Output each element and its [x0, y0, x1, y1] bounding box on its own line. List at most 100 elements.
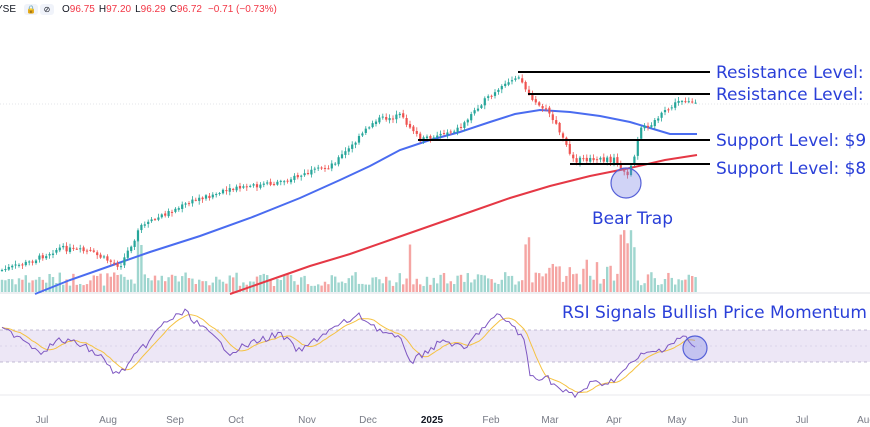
candle-body: [89, 249, 92, 251]
candle-body: [371, 123, 374, 128]
volume-bar: [136, 240, 140, 292]
rsi-circle: [682, 335, 708, 361]
candle-body: [34, 260, 38, 264]
candle-body: [595, 159, 599, 161]
volume-bar: [68, 285, 72, 292]
candle-body: [140, 224, 143, 231]
volume-bar: [364, 284, 367, 292]
volume-bar: [551, 263, 554, 292]
candle-body: [582, 158, 585, 160]
candle-body: [272, 183, 276, 185]
volume-bar: [75, 284, 78, 292]
candle-body: [436, 135, 439, 138]
volume-bar: [432, 277, 435, 292]
candle-body: [133, 240, 136, 247]
candle-body: [527, 89, 531, 95]
rsi-line: [1, 308, 696, 399]
volume-bar: [602, 278, 605, 292]
candle-body: [249, 185, 252, 187]
rsi-note-label: RSI Signals Bullish Price Momentum: [562, 303, 867, 323]
candle-body: [51, 253, 55, 255]
volume-bar: [313, 285, 316, 292]
candle-body: [79, 248, 82, 250]
candle-body: [694, 102, 697, 104]
volume-bar: [629, 230, 633, 292]
volume-bar: [143, 274, 146, 292]
volume-bar: [412, 284, 415, 292]
volume-bar: [28, 282, 31, 292]
volume-bar: [58, 272, 61, 292]
volume-bar: [643, 283, 646, 292]
volume-bar: [184, 272, 187, 292]
open-field: O96.75: [62, 3, 95, 15]
volume-bar: [480, 274, 483, 292]
volume-bar: [646, 274, 650, 292]
candle-body: [235, 186, 238, 191]
candle-body: [677, 100, 680, 103]
volume-bar: [140, 244, 143, 292]
candle-body: [354, 142, 357, 145]
bear-trap-circle: [610, 167, 642, 199]
volume-bar: [55, 282, 58, 292]
volume-bar: [113, 272, 116, 292]
candle-body: [415, 130, 418, 134]
candle-body: [92, 250, 95, 252]
candle-body: [402, 113, 405, 118]
volume-bar: [174, 275, 177, 292]
candle-body: [412, 126, 415, 132]
close-field: C96.72: [169, 3, 202, 15]
candle-body: [116, 263, 119, 267]
candle-body: [289, 179, 293, 183]
volume-bar: [517, 281, 520, 292]
volume-bar: [289, 274, 293, 292]
volume-bar: [419, 284, 422, 292]
candle-body: [7, 266, 10, 270]
volume-bar: [368, 284, 371, 292]
candle-body: [514, 78, 517, 80]
lock-icon[interactable]: 🔒: [24, 3, 39, 15]
volume-bar: [371, 277, 374, 292]
volume-bar: [606, 266, 609, 292]
candle-body: [419, 133, 422, 142]
candle-body: [551, 114, 554, 121]
candle-body: [347, 148, 350, 152]
volume-bar: [500, 279, 503, 292]
candle-body: [388, 118, 391, 121]
volume-bar: [300, 277, 303, 292]
candle-body: [327, 168, 330, 170]
eye-off-icon[interactable]: ⊘: [40, 3, 55, 15]
level-lines: [418, 71, 710, 165]
candle-body: [405, 118, 408, 125]
candle-body: [58, 247, 61, 251]
volume-bar: [65, 279, 68, 292]
candle-body: [585, 157, 588, 162]
volume-bar: [677, 279, 680, 292]
volume-bar: [405, 278, 408, 292]
volume-bar: [150, 280, 153, 292]
volume-bar: [310, 285, 313, 292]
candle-body: [633, 156, 636, 165]
candle-body: [480, 105, 483, 108]
candles: [0, 74, 697, 272]
volume-bar: [415, 278, 418, 292]
volume-bar: [347, 278, 350, 292]
candle-body: [99, 254, 102, 258]
volume-bar: [483, 275, 486, 292]
x-tick-label: Nov: [298, 415, 316, 426]
candle-body: [184, 203, 187, 205]
volume-bar: [442, 272, 446, 292]
volume-bar: [269, 279, 272, 292]
candle-body: [313, 168, 316, 170]
candle-body: [541, 106, 544, 109]
volume-bar: [177, 281, 180, 292]
volume-bar: [558, 266, 561, 292]
volume-bar: [283, 274, 286, 292]
volume-bar: [510, 275, 514, 292]
volume-bar: [221, 281, 225, 292]
volume-bar: [568, 267, 571, 292]
volume-bar: [650, 272, 653, 292]
volume-bar: [225, 283, 228, 292]
volume-bar: [24, 275, 27, 292]
candle-body: [174, 208, 177, 212]
